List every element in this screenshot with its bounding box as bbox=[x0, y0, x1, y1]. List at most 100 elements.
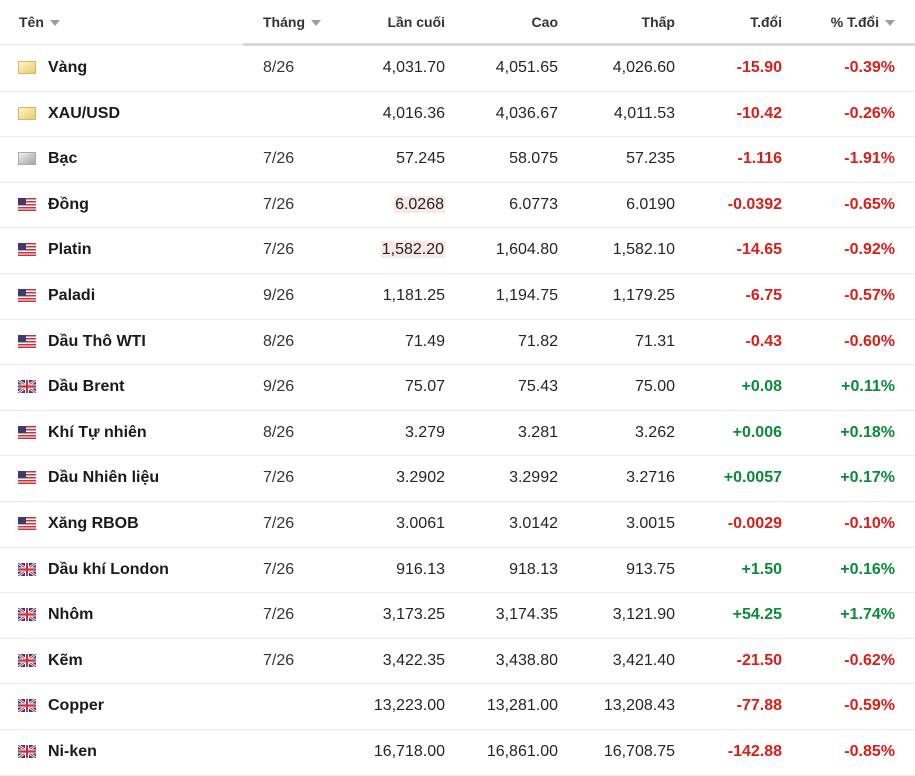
change-percent: +0.16% bbox=[840, 560, 895, 578]
high-price: 1,604.80 bbox=[495, 241, 558, 259]
instrument-name[interactable]: Xăng RBOB bbox=[48, 515, 139, 532]
high-price: 16,861.00 bbox=[486, 743, 558, 760]
icon bbox=[18, 61, 36, 74]
table-row: Paladi 9/26 1,181.25 1,194.75 1,179.25 -6.75 -… bbox=[0, 274, 915, 320]
change-percent: -0.26% bbox=[844, 104, 895, 122]
icon bbox=[18, 699, 36, 713]
contract-month: 7/26 bbox=[263, 515, 295, 532]
change: +0.006 bbox=[732, 423, 782, 441]
last-price: 57.245 bbox=[396, 150, 445, 168]
last-price: 75.07 bbox=[404, 378, 445, 396]
header-cell[interactable]: Lần cuối bbox=[387, 14, 445, 30]
change-percent: +0.18% bbox=[840, 423, 895, 441]
header-cell[interactable]: Thấp bbox=[641, 14, 675, 30]
low-price: 3.262 bbox=[634, 423, 675, 441]
instrument-name[interactable]: Đồng bbox=[48, 195, 89, 213]
instrument-name[interactable]: Copper bbox=[48, 697, 104, 715]
sort-arrow bbox=[49, 20, 60, 27]
header-cell[interactable]: Cao bbox=[531, 14, 558, 30]
change: -142.88 bbox=[727, 743, 782, 760]
table-row: Dầu Nhiên liệu 7/26 3.2902 3.2992 3.2716 +0.0… bbox=[0, 456, 915, 502]
last-price: 1,181.25 bbox=[382, 287, 445, 304]
last-price: 13,223.00 bbox=[373, 697, 445, 715]
contract-month: 9/26 bbox=[263, 378, 295, 396]
instrument-name[interactable]: Dầu Thô WTI bbox=[48, 332, 146, 350]
change-percent: -0.59% bbox=[844, 697, 895, 715]
instrument-name[interactable]: Dầu Nhiên liệu bbox=[48, 469, 160, 487]
change: +0.0057 bbox=[723, 469, 782, 487]
table-row: Dầu khí London 7/26 916.13 918.13 913.75 +1.5… bbox=[0, 548, 915, 594]
instrument-name[interactable]: Nhôm bbox=[48, 606, 94, 624]
header-cell[interactable]: Tháng bbox=[263, 12, 321, 32]
high-price: 1,194.75 bbox=[495, 287, 558, 304]
low-price: 4,011.53 bbox=[613, 104, 675, 122]
icon bbox=[18, 106, 36, 120]
instrument-name[interactable]: Bạc bbox=[48, 150, 78, 168]
header-cell[interactable]: T.đổi bbox=[750, 14, 782, 30]
high-price: 3.2992 bbox=[509, 469, 558, 487]
last-price: 3.279 bbox=[404, 423, 445, 441]
last-price: 3,422.35 bbox=[382, 651, 445, 669]
icon bbox=[18, 653, 36, 667]
high-price: 71.82 bbox=[517, 332, 558, 350]
price-flash: 6.0268 bbox=[394, 195, 445, 213]
change-percent: -0.92% bbox=[844, 241, 895, 259]
high-price: 13,281.00 bbox=[486, 697, 558, 715]
instrument-name[interactable]: Vàng bbox=[48, 59, 88, 76]
low-price: 3.2716 bbox=[626, 469, 675, 487]
change-percent: -0.60% bbox=[844, 332, 895, 350]
change: -0.0392 bbox=[727, 195, 782, 213]
instrument-name[interactable]: Ni-ken bbox=[48, 743, 97, 760]
change: -21.50 bbox=[736, 651, 782, 669]
instrument-name[interactable]: XAU/USD bbox=[48, 104, 121, 122]
last-price: 16,718.00 bbox=[373, 743, 445, 760]
instrument-name[interactable]: Paladi bbox=[48, 287, 96, 304]
table-row: Ni-ken 16,718.00 16,861.00 16,708.75 -142.88… bbox=[0, 730, 915, 776]
icon bbox=[18, 152, 36, 166]
change: +54.25 bbox=[732, 606, 782, 624]
instrument-name[interactable]: Khí Tự nhiên bbox=[48, 423, 147, 441]
last-price: 71.49 bbox=[404, 332, 445, 350]
change-percent: +0.11% bbox=[841, 378, 895, 396]
instrument-name[interactable]: Platin bbox=[48, 241, 92, 259]
change: -6.75 bbox=[745, 287, 782, 304]
high-price: 75.43 bbox=[517, 378, 558, 396]
table-header: Tên Tháng Lần cuối Cao Thấp T.đổi % T.đổ… bbox=[0, 0, 915, 46]
change: -0.0029 bbox=[727, 515, 782, 532]
contract-month: 7/26 bbox=[263, 195, 295, 213]
icon bbox=[18, 425, 36, 439]
high-price: 58.075 bbox=[509, 150, 558, 168]
change: -0.43 bbox=[745, 332, 782, 350]
instrument-name[interactable]: Dầu Brent bbox=[48, 378, 125, 396]
table-row: Copper 13,223.00 13,281.00 13,208.43 -77.88 -… bbox=[0, 684, 915, 730]
table-row: XAU/USD 4,016.36 4,036.67 4,011.53 -10.42 -0.… bbox=[0, 92, 915, 138]
last-price: 4,031.70 bbox=[382, 59, 445, 76]
header-cell[interactable]: % T.đổi bbox=[831, 12, 895, 32]
contract-month: 9/26 bbox=[263, 287, 295, 304]
change-percent: -1.91% bbox=[844, 150, 895, 168]
header-cell[interactable]: Tên bbox=[19, 12, 60, 32]
icon bbox=[18, 471, 36, 485]
change: +0.08 bbox=[741, 378, 782, 396]
change: -1.116 bbox=[737, 150, 782, 168]
high-price: 3.281 bbox=[517, 423, 558, 441]
low-price: 16,708.75 bbox=[603, 743, 675, 760]
last-price: 4,016.36 bbox=[382, 104, 445, 122]
change: +1.50 bbox=[741, 560, 782, 578]
high-price: 918.13 bbox=[509, 560, 558, 578]
price-flash: 1,582.20 bbox=[380, 241, 445, 259]
low-price: 3.0015 bbox=[626, 515, 675, 532]
contract-month: 7/26 bbox=[263, 150, 295, 168]
header-text: % T.đổi bbox=[830, 14, 879, 30]
table-row: Dầu Brent 9/26 75.07 75.43 75.00 +0.08 +0.11% bbox=[0, 365, 915, 411]
high-price: 4,036.67 bbox=[495, 104, 558, 122]
low-price: 71.31 bbox=[634, 332, 675, 350]
table-row: Vàng 8/26 4,031.70 4,051.65 4,026.60 -15.90 -0… bbox=[0, 46, 915, 92]
last-price: 3.0061 bbox=[396, 515, 445, 532]
low-price: 4,026.60 bbox=[612, 59, 675, 76]
table-row: Kẽm 7/26 3,422.35 3,438.80 3,421.40 -21.50 -0.… bbox=[0, 639, 915, 685]
instrument-name[interactable]: Dầu khí London bbox=[48, 560, 169, 578]
table-row: Platin 7/26 1,582.20 1,604.80 1,582.10 -14.65… bbox=[0, 228, 915, 274]
instrument-name[interactable]: Kẽm bbox=[48, 651, 83, 669]
